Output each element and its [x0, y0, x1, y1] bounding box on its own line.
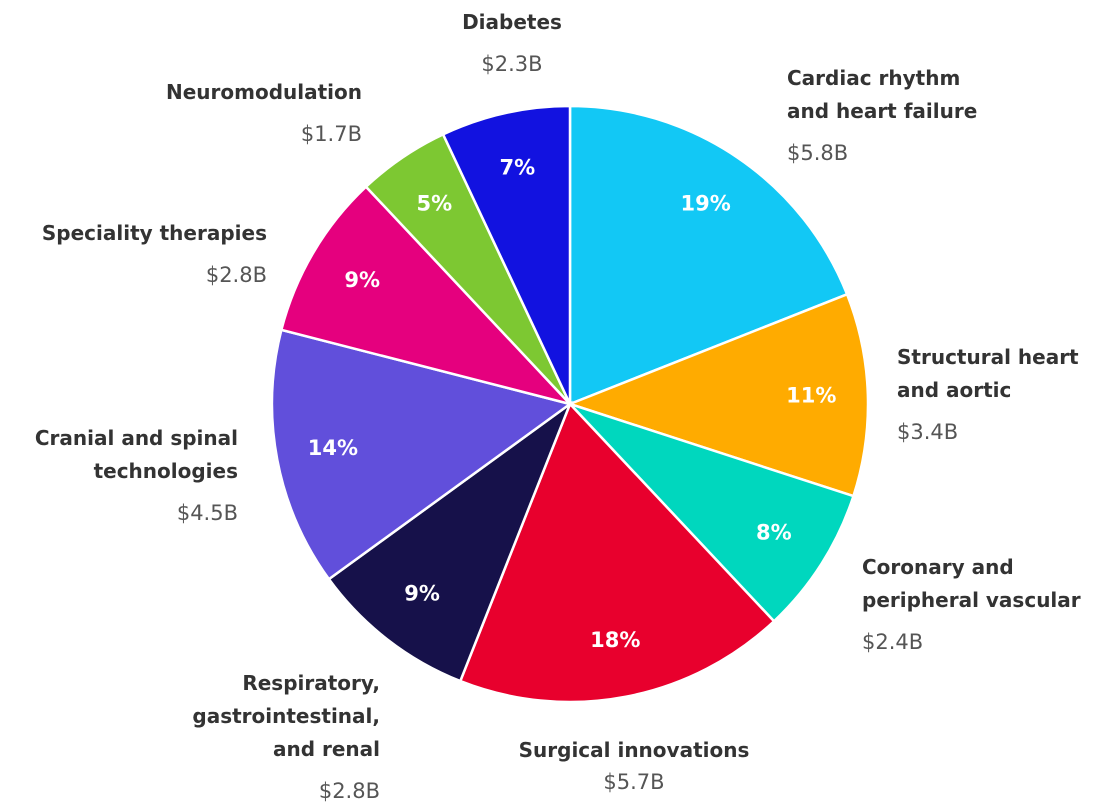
- amount-label: $1.7B: [300, 122, 362, 146]
- slice-label: 8%: [756, 520, 792, 544]
- category-label: Neuromodulation: [165, 80, 362, 104]
- category-label: Cardiac rhythm and heart failure: [787, 66, 978, 123]
- category-label-group: Neuromodulation $1.7B: [166, 76, 362, 149]
- slice-label: 9%: [404, 582, 440, 606]
- pie-slice: [569, 402, 855, 624]
- category-label-group: Respiratory, gastrointestinal, and renal…: [192, 667, 380, 806]
- category-label-group: Cranial and spinal technologies $4.5B: [35, 422, 238, 528]
- amount-label: $2.8B: [318, 779, 380, 803]
- category-label: Coronary and peripheral vascular: [862, 555, 1081, 612]
- pie-slice: [458, 401, 776, 704]
- slice-label: 11%: [786, 383, 836, 407]
- category-label: Diabetes: [462, 10, 562, 34]
- pie-slice: [270, 328, 573, 581]
- amount-label: $2.4B: [862, 630, 924, 654]
- amount-label: $2.3B: [481, 52, 543, 76]
- category-label: Surgical innovations: [518, 738, 750, 762]
- amount-label: $5.7B: [603, 770, 665, 794]
- amount-label: $3.4B: [897, 420, 959, 444]
- category-label: Respiratory, gastrointestinal, and renal: [192, 671, 380, 761]
- slice-label: 18%: [590, 628, 640, 652]
- category-label-group: Diabetes $2.3B: [462, 6, 562, 79]
- slice-label: 9%: [344, 268, 380, 292]
- slice-label: 5%: [416, 191, 452, 215]
- category-label-group: Surgical innovations $5.7B: [519, 734, 750, 797]
- pie-slice: [566, 292, 870, 498]
- amount-label: $4.5B: [176, 501, 238, 525]
- category-label-group: Cardiac rhythm and heart failure $5.8B: [787, 62, 977, 168]
- slice-label: 14%: [308, 436, 358, 460]
- amount-label: $5.8B: [787, 141, 849, 165]
- category-label: Cranial and spinal technologies: [34, 426, 238, 483]
- pie-slice: [327, 400, 573, 683]
- category-label: Speciality therapies: [41, 221, 267, 245]
- slice-label: 7%: [500, 155, 536, 179]
- category-label-group: Structural heart and aortic $3.4B: [897, 341, 1079, 447]
- category-label-group: Speciality therapies $2.8B: [42, 217, 267, 290]
- amount-label: $2.8B: [205, 263, 267, 287]
- slice-label: 19%: [681, 191, 731, 215]
- pie-slice: [279, 184, 574, 407]
- pie-slice: [568, 104, 849, 406]
- category-label: Structural heart and aortic: [897, 345, 1079, 402]
- category-label-group: Coronary and peripheral vascular $2.4B: [862, 551, 1081, 657]
- pie-slice: [441, 104, 572, 405]
